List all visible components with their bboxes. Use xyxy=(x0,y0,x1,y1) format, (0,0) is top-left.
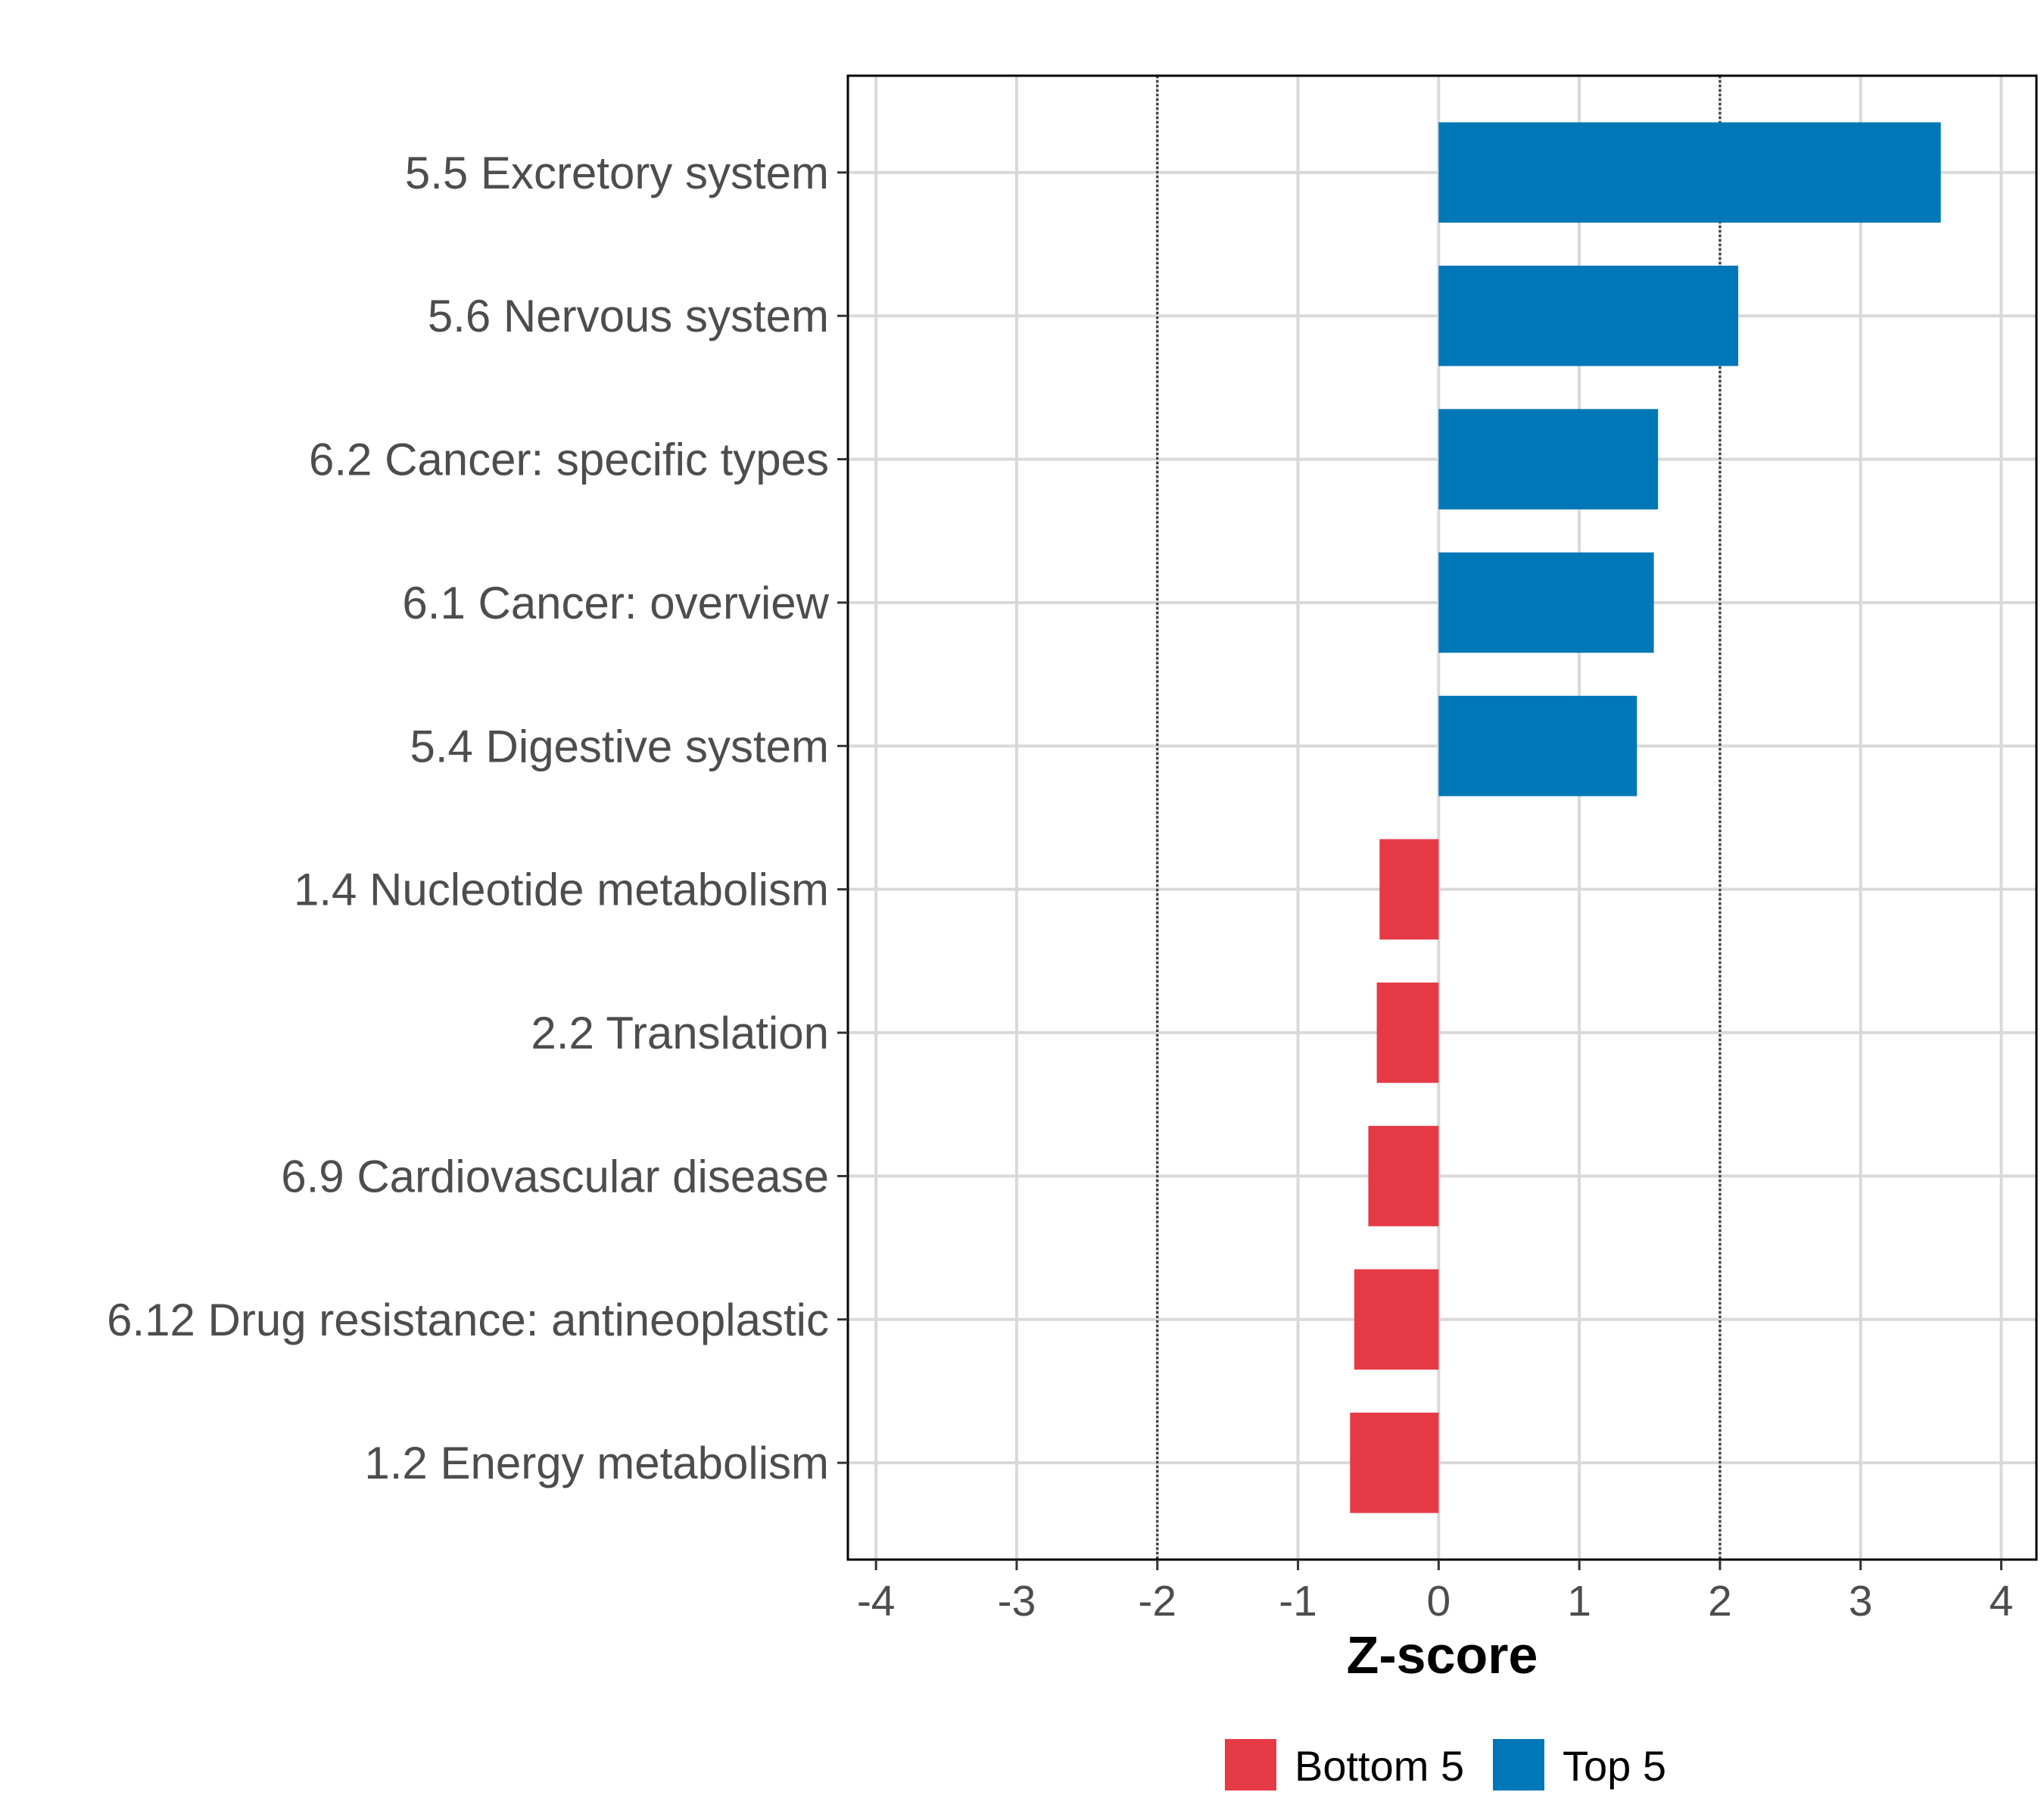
x-tick-label: -1 xyxy=(1279,1577,1317,1625)
bar xyxy=(1376,982,1439,1083)
panel-border xyxy=(846,74,2038,1561)
category-label: 1.2 Energy metabolism xyxy=(364,1438,829,1488)
x-tick-label: 2 xyxy=(1708,1577,1732,1625)
bar xyxy=(1350,1412,1439,1513)
category-label: 5.4 Digestive system xyxy=(410,721,829,771)
bar xyxy=(1438,265,1739,366)
bar xyxy=(1438,409,1659,510)
category-label: 2.2 Translation xyxy=(531,1008,829,1058)
x-tick-label: -2 xyxy=(1138,1577,1176,1625)
x-axis-title: Z-score xyxy=(1347,1625,1538,1685)
legend: Bottom 5 Top 5 xyxy=(1225,1739,1666,1791)
bar xyxy=(1438,552,1654,653)
y-axis: 5.5 Excretory system 5.6 Nervous system 6.… xyxy=(107,148,848,1488)
x-axis: -4 -3 -2 -1 0 1 2 3 4 xyxy=(857,1560,2014,1625)
bar xyxy=(1354,1269,1439,1370)
category-label: 1.4 Nucleotide metabolism xyxy=(294,865,829,915)
legend-swatch-bottom5 xyxy=(1225,1739,1276,1791)
bar xyxy=(1368,1126,1439,1226)
bar xyxy=(1438,122,1941,223)
legend-swatch-top5 xyxy=(1493,1739,1544,1791)
bar xyxy=(1438,696,1637,796)
bar xyxy=(1379,839,1439,940)
legend-label-bottom5: Bottom 5 xyxy=(1295,1742,1464,1790)
x-tick-label: 0 xyxy=(1427,1577,1451,1625)
category-label: 6.2 Cancer: specific types xyxy=(309,435,829,485)
category-label: 6.9 Cardiovascular disease xyxy=(281,1151,829,1201)
x-tick-label: -4 xyxy=(857,1577,896,1625)
category-label: 6.1 Cancer: overview xyxy=(402,578,829,628)
x-tick-label: 1 xyxy=(1567,1577,1591,1625)
category-label: 5.6 Nervous system xyxy=(428,291,829,341)
legend-label-top5: Top 5 xyxy=(1563,1742,1666,1790)
x-tick-label: 4 xyxy=(1989,1577,2014,1625)
x-tick-label: 3 xyxy=(1849,1577,1873,1625)
category-label: 6.12 Drug resistance: antineoplastic xyxy=(107,1295,829,1345)
bars xyxy=(1350,122,1941,1513)
x-tick-label: -3 xyxy=(998,1577,1036,1625)
category-label: 5.5 Excretory system xyxy=(405,148,829,198)
